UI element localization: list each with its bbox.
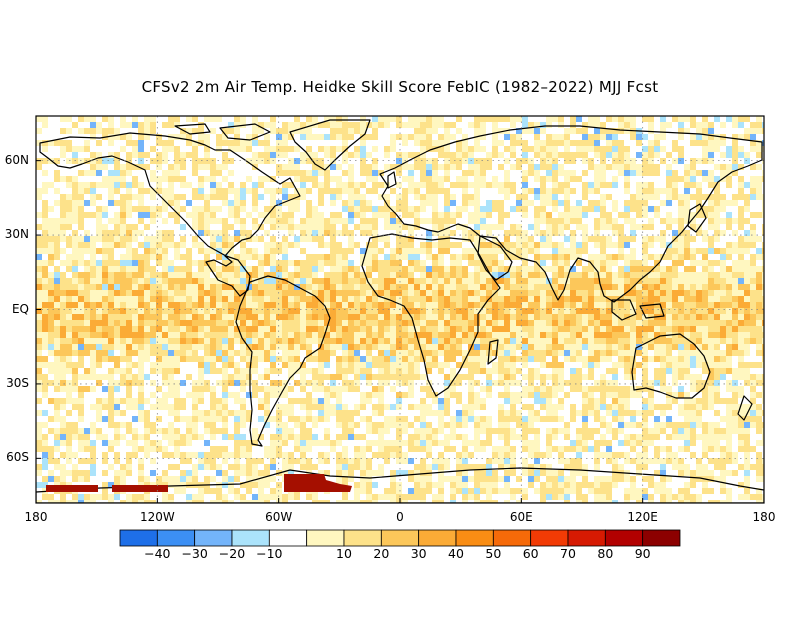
colorbar-label: −10 [256, 546, 283, 561]
colorbar-swatch [156, 529, 196, 547]
colorbar-swatch [380, 529, 420, 547]
lon-tick-label: 60W [265, 510, 293, 524]
coastlines [36, 119, 764, 503]
map-title: CFSv2 2m Air Temp. Heidke Skill Score Fe… [141, 78, 659, 96]
colorbar-label: 10 [336, 546, 352, 561]
colorbar-swatch [119, 529, 158, 547]
lon-tick-label: 120E [627, 510, 658, 524]
colorbar-swatch [418, 529, 457, 547]
colorbar-label: 90 [634, 546, 651, 561]
lat-tick-label: 30S [6, 375, 29, 390]
colorbar-label: −40 [144, 546, 171, 561]
antarctic-high-skill [46, 474, 352, 492]
lon-tick-label: 180 [752, 510, 776, 524]
colorbar-swatch [268, 529, 308, 547]
colorbar-label: 80 [597, 546, 614, 561]
colorbar-swatch [455, 529, 494, 547]
colorbar-swatch [530, 529, 569, 547]
colorbar-swatch [343, 529, 382, 547]
lat-tick-label: 60S [6, 450, 29, 465]
colorbar-label: 40 [448, 546, 464, 561]
colorbar-label: 30 [410, 546, 427, 561]
colorbar-swatch [306, 529, 345, 547]
colorbar-swatch [231, 529, 270, 547]
gridlines [36, 116, 764, 503]
colorbar-label: 70 [560, 546, 576, 561]
lat-tick-label: 60N [4, 152, 29, 167]
lon-tick-label: 60E [509, 510, 533, 524]
colorbar-label: −20 [218, 546, 246, 561]
colorbar-swatch [604, 529, 644, 547]
colorbar-swatch [642, 529, 681, 547]
colorbar-label: 50 [485, 546, 502, 561]
colorbar-label: −30 [181, 546, 208, 561]
colorbar-label: 60 [522, 546, 539, 561]
colorbar-swatch [492, 529, 532, 547]
colorbar-swatch [567, 529, 606, 547]
lat-tick-label: 30N [4, 227, 29, 242]
colorbar-swatch [194, 529, 233, 547]
lat-tick-label: EQ [11, 301, 29, 316]
skill-shading [36, 116, 764, 503]
colorbar-label: 20 [373, 546, 390, 561]
lon-tick-label: 0 [396, 510, 404, 524]
lon-tick-label: 180 [24, 510, 48, 524]
lon-tick-label: 120W [139, 510, 175, 524]
